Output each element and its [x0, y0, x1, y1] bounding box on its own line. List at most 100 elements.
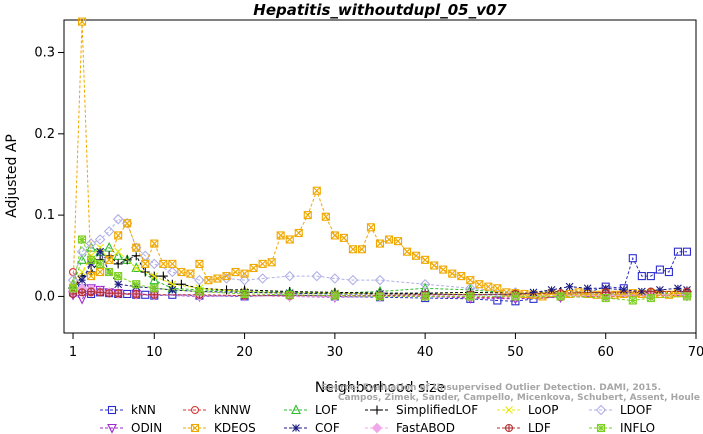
legend-item-inflo: INFLO: [589, 421, 655, 434]
data-point-ldof: [347, 274, 359, 286]
data-point-ldf: [114, 289, 123, 298]
data-point-inflo: [556, 292, 565, 301]
data-point-ldf: [150, 290, 159, 299]
legend-item-simplifiedlof: SimplifiedLOF: [365, 403, 478, 417]
data-point-cof: [529, 288, 538, 297]
data-point-kdeos: [610, 290, 619, 299]
legend-marker-odin: [107, 423, 117, 434]
x-tick-label: 70: [688, 345, 703, 360]
data-point-kdeos: [159, 259, 168, 268]
data-point-inflo: [132, 280, 141, 289]
data-point-kdeos: [366, 223, 376, 232]
data-point-inflo: [68, 284, 78, 293]
series-inflo: [68, 235, 692, 305]
data-point-kdeos: [222, 272, 231, 281]
data-point-kdeos: [168, 259, 177, 268]
x-tick-label: 50: [507, 345, 524, 360]
data-point-kdeos: [448, 269, 457, 278]
y-axis: 0.0 0.1 0.2 0.3: [34, 46, 64, 304]
data-point-kdeos: [321, 212, 330, 221]
legend-label: LDF: [528, 421, 551, 434]
data-point-kdeos: [475, 280, 484, 289]
data-point-kdeos: [412, 251, 421, 260]
legend-marker-simplifiedlof: [372, 405, 382, 415]
data-point-inflo: [375, 292, 385, 301]
legend-label: LOF: [315, 403, 338, 417]
data-point-kdeos: [466, 276, 475, 285]
y-tick-label: 0.1: [34, 208, 55, 223]
data-point-kdeos: [96, 267, 105, 277]
data-point-inflo: [601, 293, 610, 303]
data-point-loop: [78, 268, 86, 276]
data-point-ldof: [374, 274, 386, 286]
data-point-kdeos: [285, 235, 294, 244]
x-tick-label: 60: [597, 345, 614, 360]
y-tick-label: 0.2: [34, 127, 55, 142]
data-point-inflo: [421, 292, 430, 301]
data-point-ldof: [419, 278, 431, 290]
data-point-inflo: [195, 287, 204, 296]
data-point-inflo: [628, 296, 637, 305]
legend-marker-kdeos: [190, 423, 200, 433]
legend-item-knnw: kNNW: [183, 403, 251, 417]
data-point-cof: [565, 282, 574, 291]
data-point-kdeos: [105, 255, 114, 264]
data-point-ldof: [85, 238, 97, 249]
data-point-kdeos: [78, 17, 87, 26]
data-point-kdeos: [195, 259, 204, 268]
data-point-kdeos: [484, 282, 493, 291]
legend-label: ODIN: [131, 421, 162, 434]
data-point-kdeos: [339, 233, 348, 242]
watermark-line-2: Campos, Zimek, Sander, Campello, Micenko…: [338, 393, 700, 403]
data-point-kdeos: [394, 237, 403, 246]
legend-label: INFLO: [620, 421, 655, 434]
data-point-ldof: [167, 266, 178, 278]
data-point-knn: [673, 247, 682, 256]
data-point-ldof: [311, 270, 323, 282]
data-point-kdeos: [141, 259, 150, 268]
data-point-ldof: [239, 274, 250, 286]
data-point-inflo: [682, 292, 692, 301]
series-kdeos: [68, 17, 692, 301]
data-point-lof: [104, 241, 115, 252]
legend-marker-fastabod: [371, 422, 383, 434]
data-point-ldof: [94, 234, 106, 245]
data-point-inflo: [646, 293, 655, 303]
data-point-ldof: [194, 274, 205, 286]
data-point-kdeos: [204, 276, 213, 285]
legend-item-ldf: LDF: [497, 421, 551, 434]
legend-label: SimplifiedLOF: [396, 403, 478, 417]
series-line-simplifiedlof: [72, 255, 687, 294]
data-point-cof: [655, 286, 664, 294]
watermark-line-1: Source: Evaluation of Unsupervised Outli…: [321, 383, 661, 393]
data-point-kdeos: [312, 186, 321, 195]
legend-label: FastABOD: [396, 421, 455, 434]
legend-marker-ldf: [504, 423, 514, 433]
data-point-inflo: [240, 289, 249, 299]
data-point-simplifiedlof: [158, 271, 168, 281]
legend-marker-loop: [505, 406, 513, 414]
data-point-cof: [78, 276, 86, 285]
data-point-knn: [628, 254, 637, 263]
data-point-inflo: [285, 290, 294, 299]
data-point-inflo: [87, 255, 96, 264]
legend-marker-lof: [291, 404, 301, 415]
data-point-inflo: [466, 292, 475, 301]
x-tick-label: 1: [69, 345, 77, 360]
legend-marker-inflo: [596, 423, 606, 433]
data-point-kdeos: [276, 231, 285, 240]
data-point-inflo: [511, 292, 520, 301]
data-point-kdeos: [150, 239, 159, 248]
data-point-ldof: [112, 213, 124, 225]
data-point-kdeos: [375, 239, 385, 248]
legend-item-knn: kNN: [100, 403, 156, 417]
data-point-inflo: [150, 284, 159, 293]
legend-label: LoOP: [528, 403, 559, 417]
data-point-ldf: [96, 288, 105, 297]
data-point-kdeos: [457, 272, 466, 281]
data-point-ldf: [105, 289, 114, 298]
data-point-kdeos: [357, 245, 366, 254]
series-line-kdeos: [72, 21, 688, 297]
series-line-ldf: [72, 291, 687, 297]
x-tick-label: 40: [417, 345, 434, 360]
